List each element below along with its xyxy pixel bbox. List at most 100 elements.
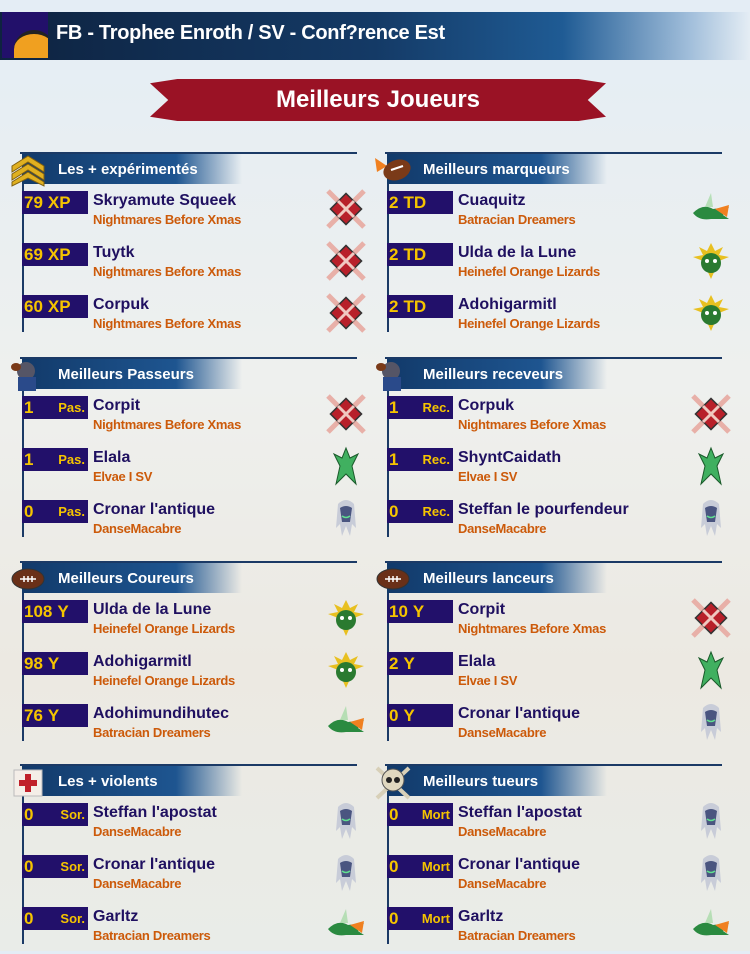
ghost-icon[interactable]: [324, 496, 368, 540]
team-name[interactable]: Heinefel Orange Lizards: [458, 316, 600, 331]
player-name[interactable]: Adohigarmitl: [458, 296, 557, 313]
player-name[interactable]: Elala: [458, 653, 496, 670]
player-row[interactable]: 1 Pas. Elala Elvae I SV: [20, 446, 360, 494]
team-name[interactable]: Batracian Dreamers: [93, 928, 211, 943]
nightmares-crest-icon[interactable]: [324, 291, 368, 335]
stat-number: 1: [24, 450, 34, 469]
player-row[interactable]: 2 TD Adohigarmitl Heinefel Orange Lizards: [385, 295, 729, 341]
team-name[interactable]: DanseMacabre: [93, 824, 182, 839]
player-name[interactable]: Garltz: [458, 908, 504, 925]
player-name[interactable]: Elala: [93, 449, 131, 466]
player-row[interactable]: 76 Y Adohimundihutec Batracian Dreamers: [20, 704, 364, 750]
elf-icon[interactable]: [324, 444, 368, 488]
stat-unit: XP: [47, 297, 71, 316]
player-row[interactable]: 0 Mort Garltz Batracian Dreamers: [385, 907, 729, 953]
player-row[interactable]: 0 Sor. Steffan l'apostat DanseMacabre: [20, 803, 360, 849]
team-name[interactable]: Batracian Dreamers: [458, 212, 576, 227]
nightmares-crest-icon[interactable]: [324, 392, 368, 436]
player-name[interactable]: Tuytk: [93, 244, 135, 261]
batracian-icon[interactable]: [689, 187, 733, 231]
team-name[interactable]: Batracian Dreamers: [93, 725, 211, 740]
team-name[interactable]: Elvae I SV: [93, 469, 153, 484]
player-name[interactable]: Cronar l'antique: [93, 856, 216, 873]
player-name[interactable]: Adohigarmitl: [93, 653, 192, 670]
player-name[interactable]: Cronar l'antique: [458, 856, 581, 873]
player-row[interactable]: 79 XP Skryamute Squeek Nightmares Before …: [20, 189, 366, 237]
lizard-icon[interactable]: [689, 239, 733, 283]
player-name[interactable]: Cronar l'antique: [458, 705, 581, 722]
player-name[interactable]: Ulda de la Lune: [458, 244, 577, 261]
stat-number: 1: [389, 398, 399, 417]
nightmares-crest-icon[interactable]: [689, 392, 733, 436]
player-row[interactable]: 0 Sor. Cronar l'antique DanseMacabre: [20, 855, 360, 901]
lizard-icon[interactable]: [689, 291, 733, 335]
player-row[interactable]: 0 Sor. Garltz Batracian Dreamers: [20, 907, 364, 953]
player-row[interactable]: 0 Mort Steffan l'apostat DanseMacabre: [385, 803, 725, 849]
team-name[interactable]: Elvae I SV: [458, 469, 518, 484]
player-row[interactable]: 2 TD Ulda de la Lune Heinefel Orange Liza…: [385, 243, 729, 289]
team-name[interactable]: Nightmares Before Xmas: [93, 264, 242, 279]
ghost-icon[interactable]: [689, 700, 733, 744]
team-name[interactable]: DanseMacabre: [458, 725, 547, 740]
team-name[interactable]: DanseMacabre: [458, 824, 547, 839]
ghost-icon[interactable]: [689, 496, 733, 540]
player-name[interactable]: Corpuk: [458, 397, 514, 414]
team-name[interactable]: DanseMacabre: [458, 521, 547, 536]
player-name[interactable]: Ulda de la Lune: [93, 601, 212, 618]
elf-icon[interactable]: [689, 648, 733, 692]
batracian-icon[interactable]: [324, 903, 368, 947]
divider: [22, 152, 24, 332]
nightmares-crest-icon[interactable]: [324, 187, 368, 231]
player-row[interactable]: 69 XP Tuytk Nightmares Before Xmas: [20, 241, 366, 289]
player-row[interactable]: 10 Y Corpit Nightmares Before Xmas: [385, 598, 731, 646]
player-name[interactable]: ShyntCaidath: [458, 449, 562, 466]
team-name[interactable]: Heinefel Orange Lizards: [458, 264, 600, 279]
player-name[interactable]: Adohimundihutec: [93, 705, 229, 722]
player-name[interactable]: Corpit: [458, 601, 506, 618]
player-row[interactable]: 98 Y Adohigarmitl Heinefel Orange Lizards: [20, 652, 364, 698]
team-name[interactable]: Nightmares Before Xmas: [458, 621, 607, 636]
elf-icon[interactable]: [689, 444, 733, 488]
team-name[interactable]: Batracian Dreamers: [458, 928, 576, 943]
player-row[interactable]: 1 Rec. Corpuk Nightmares Before Xmas: [385, 394, 731, 442]
player-name[interactable]: Steffan l'apostat: [93, 804, 217, 821]
team-name[interactable]: Nightmares Before Xmas: [93, 212, 242, 227]
lizard-icon[interactable]: [324, 648, 368, 692]
player-row[interactable]: 108 Y Ulda de la Lune Heinefel Orange Liz…: [20, 600, 364, 646]
team-name[interactable]: Nightmares Before Xmas: [93, 316, 242, 331]
player-name[interactable]: Skryamute Squeek: [93, 192, 237, 209]
player-name[interactable]: Cronar l'antique: [93, 501, 216, 518]
batracian-icon[interactable]: [324, 700, 368, 744]
team-name[interactable]: DanseMacabre: [458, 876, 547, 891]
player-name[interactable]: Garltz: [93, 908, 139, 925]
ghost-icon[interactable]: [324, 799, 368, 843]
team-name[interactable]: Nightmares Before Xmas: [93, 417, 242, 432]
player-row[interactable]: 2 TD Cuaquitz Batracian Dreamers: [385, 191, 729, 237]
player-row[interactable]: 1 Pas. Corpit Nightmares Before Xmas: [20, 394, 366, 442]
nightmares-crest-icon[interactable]: [689, 596, 733, 640]
team-name[interactable]: Elvae I SV: [458, 673, 518, 688]
player-row[interactable]: 0 Mort Cronar l'antique DanseMacabre: [385, 855, 725, 901]
player-row[interactable]: 1 Rec. ShyntCaidath Elvae I SV: [385, 446, 725, 494]
nightmares-crest-icon[interactable]: [324, 239, 368, 283]
team-name[interactable]: DanseMacabre: [93, 876, 182, 891]
team-name[interactable]: Nightmares Before Xmas: [458, 417, 607, 432]
team-name[interactable]: Heinefel Orange Lizards: [93, 621, 235, 636]
lizard-icon[interactable]: [324, 596, 368, 640]
ghost-icon[interactable]: [689, 851, 733, 895]
player-name[interactable]: Steffan le pourfendeur: [458, 501, 629, 518]
ghost-icon[interactable]: [324, 851, 368, 895]
player-row[interactable]: 60 XP Corpuk Nightmares Before Xmas: [20, 293, 366, 341]
player-name[interactable]: Cuaquitz: [458, 192, 526, 209]
player-row[interactable]: 0 Rec. Steffan le pourfendeur DanseMacabr…: [385, 500, 725, 546]
team-name[interactable]: DanseMacabre: [93, 521, 182, 536]
batracian-icon[interactable]: [689, 903, 733, 947]
player-name[interactable]: Steffan l'apostat: [458, 804, 582, 821]
player-name[interactable]: Corpit: [93, 397, 141, 414]
player-name[interactable]: Corpuk: [93, 296, 149, 313]
ghost-icon[interactable]: [689, 799, 733, 843]
player-row[interactable]: 0 Pas. Cronar l'antique DanseMacabre: [20, 500, 360, 546]
team-name[interactable]: Heinefel Orange Lizards: [93, 673, 235, 688]
